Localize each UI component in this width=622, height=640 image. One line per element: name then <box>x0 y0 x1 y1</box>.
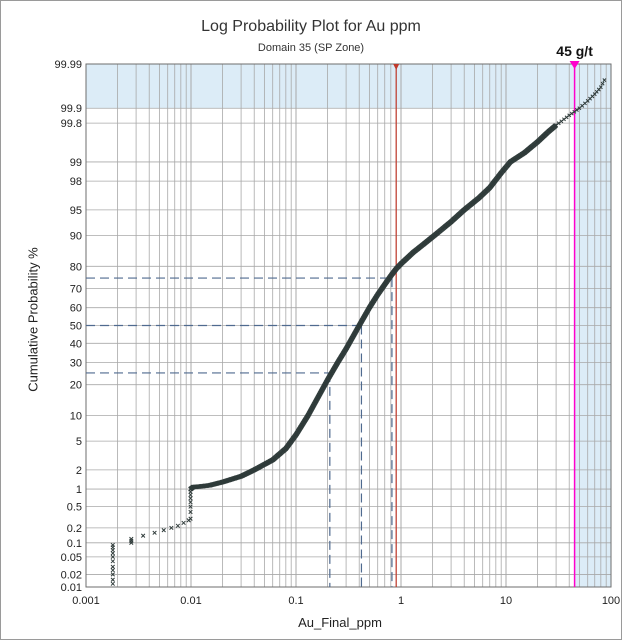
data-point <box>602 78 607 83</box>
data-point <box>110 568 115 573</box>
data-point <box>572 109 577 114</box>
y-tick-label: 90 <box>70 230 82 242</box>
y-tick-label: 0.1 <box>67 538 82 550</box>
data-point <box>175 523 181 528</box>
data-point <box>110 581 115 586</box>
cutoff-marker <box>569 61 580 69</box>
x-tick-label: 10 <box>500 595 512 607</box>
data-point <box>600 81 605 86</box>
data-point <box>110 564 115 569</box>
y-tick-label: 0.01 <box>61 582 82 594</box>
y-tick-label: 0.5 <box>67 502 82 514</box>
x-tick-label: 1 <box>398 595 404 607</box>
y-tick-label: 99.9 <box>61 103 82 115</box>
data-point <box>598 85 603 90</box>
data-point <box>567 113 572 118</box>
y-tick-label: 50 <box>70 321 82 333</box>
chart-title: Log Probability Plot for Au ppm <box>201 18 421 35</box>
data-point <box>110 559 115 564</box>
x-tick-label: 0.01 <box>180 595 201 607</box>
data-point <box>110 542 115 548</box>
chart-subtitle: Domain 35 (SP Zone) <box>257 42 365 54</box>
data-point <box>161 528 166 533</box>
data-point <box>110 577 115 582</box>
x-tick-label: 0.001 <box>72 595 100 607</box>
data-point <box>152 530 157 535</box>
data-point <box>574 108 579 112</box>
y-tick-label: 99.8 <box>61 118 82 130</box>
y-tick-label: 95 <box>70 205 82 217</box>
y-tick-label: 70 <box>70 284 82 296</box>
y-tick-label: 0.02 <box>61 569 82 581</box>
data-point <box>188 499 193 505</box>
data-point <box>188 496 193 501</box>
y-tick-label: 0.05 <box>61 552 82 564</box>
data-points <box>110 78 607 586</box>
y-tick-label: 80 <box>70 261 82 273</box>
data-point <box>140 533 146 538</box>
upper-tail-shade <box>86 64 611 109</box>
data-point <box>181 520 186 526</box>
data-point <box>110 554 115 560</box>
data-point <box>569 111 574 116</box>
y-tick-label: 20 <box>70 380 82 392</box>
y-tick-label: 10 <box>70 411 82 423</box>
data-point <box>188 509 193 515</box>
y-tick-label: 1 <box>76 484 82 496</box>
data-point <box>110 572 115 577</box>
cutoff-label: 45 g/t <box>556 43 593 59</box>
data-point <box>129 536 134 542</box>
x-tick-label: 100 <box>602 595 620 607</box>
y-tick-label: 5 <box>76 436 82 448</box>
y-tick-label: 0.2 <box>67 523 82 535</box>
x-tick-label: 0.1 <box>288 595 303 607</box>
data-point <box>188 504 193 509</box>
y-tick-label: 60 <box>70 303 82 315</box>
data-point <box>169 525 174 531</box>
data-point <box>188 516 193 521</box>
y-tick-label: 99.99 <box>54 59 82 71</box>
data-point <box>110 551 115 556</box>
reference-marker <box>393 64 400 70</box>
y-tick-label: 99 <box>70 157 82 169</box>
y-tick-label: 98 <box>70 176 82 188</box>
x-axis-label: Au_Final_ppm <box>298 615 382 630</box>
y-tick-label: 40 <box>70 338 82 350</box>
y-tick-label: 30 <box>70 357 82 369</box>
y-tick-label: 2 <box>76 465 82 477</box>
